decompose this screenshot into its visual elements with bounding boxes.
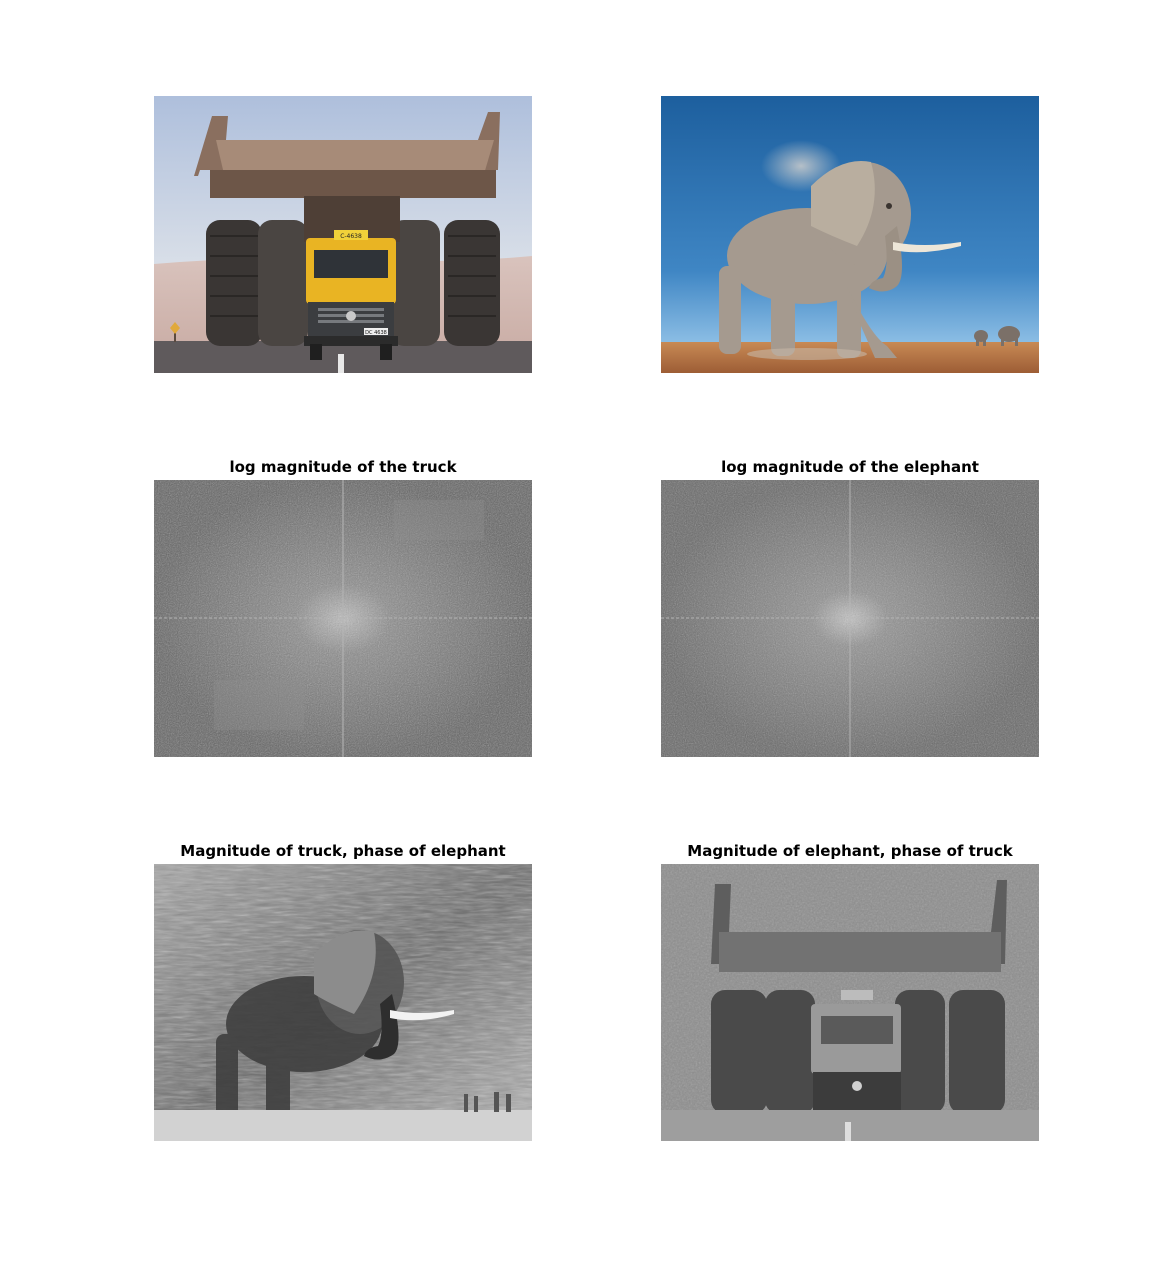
hybrid-elephant-drawing — [154, 864, 532, 1141]
elephant-spectrum-drawing — [661, 480, 1039, 757]
hybrid-truck-drawing — [661, 864, 1039, 1141]
elephant-magnitude-truck-phase-title: Magnitude of elephant, phase of truck — [687, 842, 1013, 860]
truck-log-magnitude-title: log magnitude of the truck — [229, 458, 457, 476]
truck-photo-drawing: C-4638 DC 4638 — [154, 96, 532, 373]
truck-magnitude-elephant-phase — [154, 864, 532, 1141]
elephant-magnitude-truck-phase — [661, 864, 1039, 1141]
elephant-log-magnitude — [661, 480, 1039, 757]
cab-sign: C-4638 — [340, 233, 362, 240]
truck-magnitude-elephant-phase-title: Magnitude of truck, phase of elephant — [180, 842, 506, 860]
truck-spectrum-drawing — [154, 480, 532, 757]
elephant-photo-drawing — [661, 96, 1039, 373]
elephant-image — [661, 96, 1039, 373]
truck-log-magnitude — [154, 480, 532, 757]
elephant-log-magnitude-title: log magnitude of the elephant — [721, 458, 979, 476]
license-plate: DC 4638 — [365, 330, 387, 336]
truck-image: C-4638 DC 4638 — [154, 96, 532, 373]
